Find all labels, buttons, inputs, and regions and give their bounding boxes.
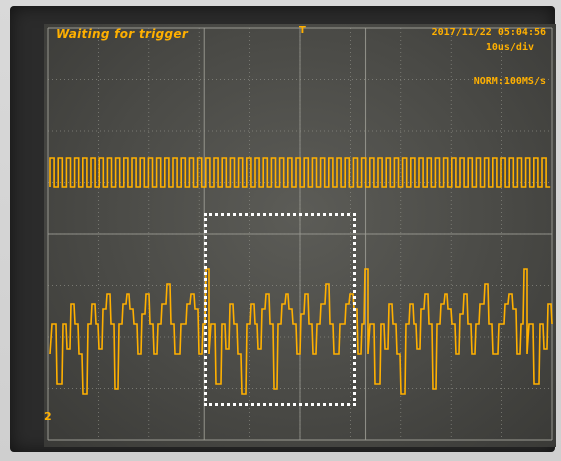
- oscilloscope-bezel: Waiting for trigger T 2017/11/22 05:04:5…: [10, 6, 556, 452]
- oscilloscope-screen: Waiting for trigger T 2017/11/22 05:04:5…: [44, 24, 556, 447]
- channel-marker: 2: [44, 410, 52, 423]
- trigger-position-icon: T: [299, 25, 306, 36]
- highlight-box: [204, 213, 356, 406]
- waveform-display: [47, 27, 553, 441]
- datetime-readout: 2017/11/22 05:04:56: [431, 27, 546, 38]
- acquisition-mode-readout: NORM:100MS/s: [473, 76, 546, 87]
- clock-trace: [49, 157, 551, 188]
- timebase-readout: 10us/div: [485, 42, 534, 53]
- data-trace: [49, 268, 553, 395]
- trigger-status: Waiting for trigger: [56, 27, 189, 41]
